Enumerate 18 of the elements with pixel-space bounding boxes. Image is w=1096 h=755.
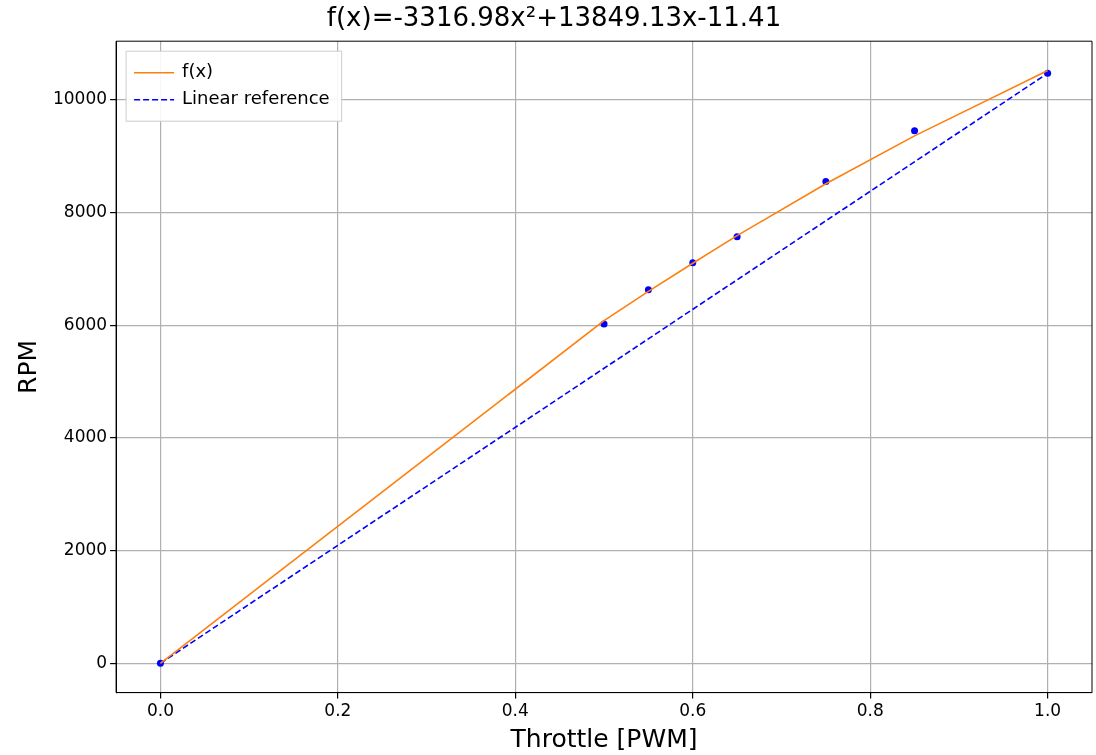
x-tick-label: 0.8: [856, 700, 884, 721]
x-tick-label: 0.4: [501, 700, 529, 721]
y-tick-label: 6000: [63, 313, 108, 334]
x-tick-label: 1.0: [1034, 700, 1062, 721]
y-tick-label: 4000: [63, 426, 108, 447]
x-tick-label: 0.0: [146, 700, 174, 721]
x-axis-title: Throttle [PWM]: [509, 723, 698, 753]
legend-label: Linear reference: [182, 87, 330, 109]
x-tick-label: 0.2: [324, 700, 352, 721]
point: [911, 127, 919, 135]
y-tick-label: 8000: [63, 200, 108, 221]
legend-label: f(x): [182, 60, 214, 82]
y-axis-title: RPM: [12, 339, 42, 394]
y-tick-label: 2000: [63, 539, 108, 560]
y-tick-label: 0: [96, 651, 108, 672]
chart-title: f(x)=-3316.98x²+13849.13x-11.41: [326, 2, 782, 33]
y-tick-label: 10000: [52, 88, 108, 109]
x-tick-label: 0.6: [679, 700, 707, 721]
